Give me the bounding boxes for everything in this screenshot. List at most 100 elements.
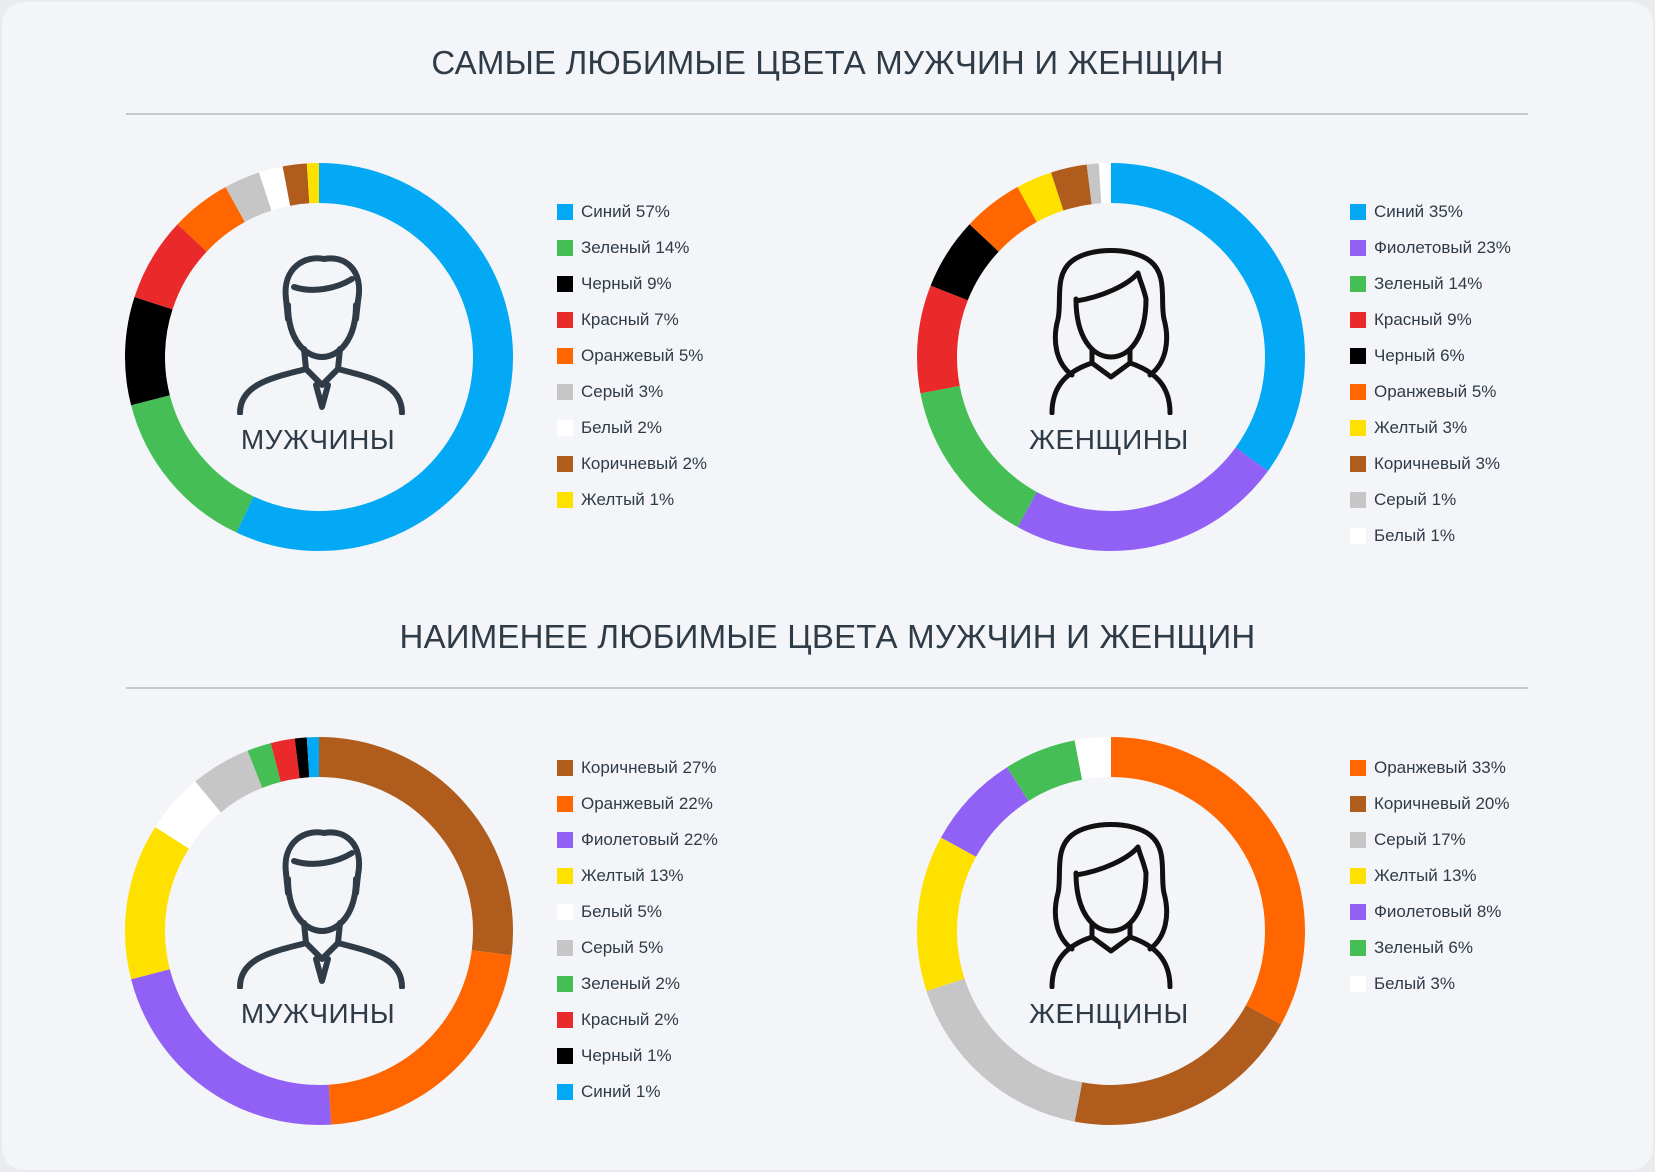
legend-item: Желтый 3%	[1350, 410, 1511, 446]
least-section-title: НАИМЕНЕЕ ЛЮБИМЫЕ ЦВЕТА МУЖЧИН И ЖЕНЩИН	[399, 618, 1256, 655]
legend-item: Оранжевый 33%	[1350, 750, 1510, 786]
legend-swatch	[1350, 868, 1366, 884]
legend-label: Фиолетовый 23%	[1374, 238, 1511, 257]
legend-label: Желтый 13%	[1374, 866, 1477, 885]
legend-item: Зеленый 6%	[1350, 930, 1510, 966]
legend-label: Коричневый 2%	[581, 454, 708, 473]
legend-item: Красный 9%	[1350, 302, 1511, 338]
donut-slice-2-черный	[294, 737, 310, 779]
donut-slice-2-желтый	[125, 827, 190, 980]
donut-slice-3-серый	[926, 978, 1083, 1122]
legend-swatch	[1350, 796, 1366, 812]
donut-slice-0-черный	[125, 297, 173, 406]
legend-label: Желтый 1%	[581, 490, 675, 509]
legend-label: Черный 9%	[581, 274, 672, 293]
legend-swatch	[557, 796, 573, 812]
legend-swatch	[557, 940, 573, 956]
legend-men-favorite: Синий 57% Зеленый 14% Черный 9% Красный 7% О…	[557, 194, 707, 518]
least-divider	[126, 687, 1528, 689]
legend-label: Белый 2%	[581, 418, 662, 437]
legend-item: Черный 6%	[1350, 338, 1511, 374]
legend-swatch	[1350, 204, 1366, 220]
donut-slice-1-серый	[1086, 163, 1102, 205]
donut-slice-2-белый	[155, 781, 222, 849]
donut-women-least	[917, 737, 1305, 1125]
legend-label: Зеленый 14%	[1374, 274, 1483, 293]
donut-women-favorite	[917, 162, 1305, 551]
legend-swatch	[1350, 312, 1366, 328]
donut-slice-1-синий	[1110, 163, 1305, 472]
legend-swatch	[1350, 348, 1366, 364]
legend-swatch	[1350, 760, 1366, 776]
legend-swatch	[1350, 240, 1366, 256]
legend-label: Серый 3%	[581, 382, 664, 401]
legend-women-favorite: Синий 35% Фиолетовый 23% Зеленый 14% Красны…	[1350, 194, 1511, 554]
donut-slice-1-красный	[917, 285, 969, 394]
legend-swatch	[557, 420, 573, 436]
legend-item: Коричневый 27%	[557, 750, 718, 786]
legend-label: Желтый 13%	[581, 866, 684, 885]
donut-slice-2-красный	[270, 738, 300, 782]
legend-label: Белый 1%	[1374, 526, 1455, 545]
legend-swatch	[557, 240, 573, 256]
donut-slice-1-оранжевый	[969, 186, 1038, 252]
legend-item: Серый 1%	[1350, 482, 1511, 518]
legend-swatch	[557, 1048, 573, 1064]
legend-item: Белый 5%	[557, 894, 718, 930]
legend-swatch	[557, 1012, 573, 1028]
donut-men-favorite	[125, 162, 513, 551]
legend-label: Фиолетовый 8%	[1374, 902, 1502, 921]
favorite-section-title: САМЫЕ ЛЮБИМЫЕ ЦВЕТА МУЖЧИН И ЖЕНЩИН	[431, 44, 1224, 81]
donut-slice-0-синий	[236, 163, 513, 551]
legend-label: Серый 5%	[581, 938, 664, 957]
donut-slice-0-белый	[259, 166, 291, 211]
legend-swatch	[1350, 904, 1366, 920]
legend-swatch	[557, 868, 573, 884]
favorite-divider	[126, 113, 1528, 115]
legend-swatch	[557, 276, 573, 292]
legend-item: Фиолетовый 8%	[1350, 894, 1510, 930]
legend-item: Черный 9%	[557, 266, 707, 302]
legend-item: Черный 1%	[557, 1038, 718, 1074]
legend-swatch	[557, 492, 573, 508]
legend-item: Коричневый 3%	[1350, 446, 1511, 482]
legend-item: Коричневый 20%	[1350, 786, 1510, 822]
legend-label: Красный 7%	[581, 310, 679, 329]
donut-slice-2-серый	[195, 750, 263, 813]
donut-slice-2-зеленый	[247, 743, 281, 788]
legend-label: Красный 2%	[581, 1010, 679, 1029]
legend-swatch	[557, 832, 573, 848]
legend-item: Зеленый 2%	[557, 966, 718, 1002]
donut-slice-0-коричневый	[282, 163, 310, 206]
donut-slice-0-серый	[225, 172, 272, 223]
legend-label: Оранжевый 5%	[581, 346, 704, 365]
donut-slice-0-оранжевый	[177, 186, 246, 252]
legend-label: Зеленый 6%	[1374, 938, 1473, 957]
legend-swatch	[557, 312, 573, 328]
legend-women-least: Оранжевый 33% Коричневый 20% Серый 17% Желт…	[1350, 750, 1510, 1002]
center-label-women-favorite: ЖЕНЩИНЫ	[1029, 424, 1189, 455]
woman-icon	[1049, 248, 1173, 415]
legend-label: Серый 1%	[1374, 490, 1457, 509]
legend-item: Красный 2%	[557, 1002, 718, 1038]
legend-item: Оранжевый 22%	[557, 786, 718, 822]
legend-swatch	[1350, 456, 1366, 472]
donut-slice-1-зеленый	[920, 385, 1038, 527]
legend-swatch	[557, 384, 573, 400]
legend-item: Желтый 13%	[1350, 858, 1510, 894]
legend-label: Белый 5%	[581, 902, 662, 921]
legend-label: Синий 1%	[581, 1082, 661, 1101]
donut-slice-2-фиолетовый	[131, 968, 332, 1125]
legend-label: Оранжевый 22%	[581, 794, 713, 813]
legend-item: Фиолетовый 23%	[1350, 230, 1511, 266]
legend-item: Белый 3%	[1350, 966, 1510, 1002]
legend-item: Желтый 13%	[557, 858, 718, 894]
legend-swatch	[557, 760, 573, 776]
legend-swatch	[557, 456, 573, 472]
legend-label: Зеленый 2%	[581, 974, 680, 993]
legend-label: Белый 3%	[1374, 974, 1455, 993]
legend-swatch	[1350, 276, 1366, 292]
woman-icon	[1049, 822, 1173, 989]
legend-swatch	[557, 348, 573, 364]
